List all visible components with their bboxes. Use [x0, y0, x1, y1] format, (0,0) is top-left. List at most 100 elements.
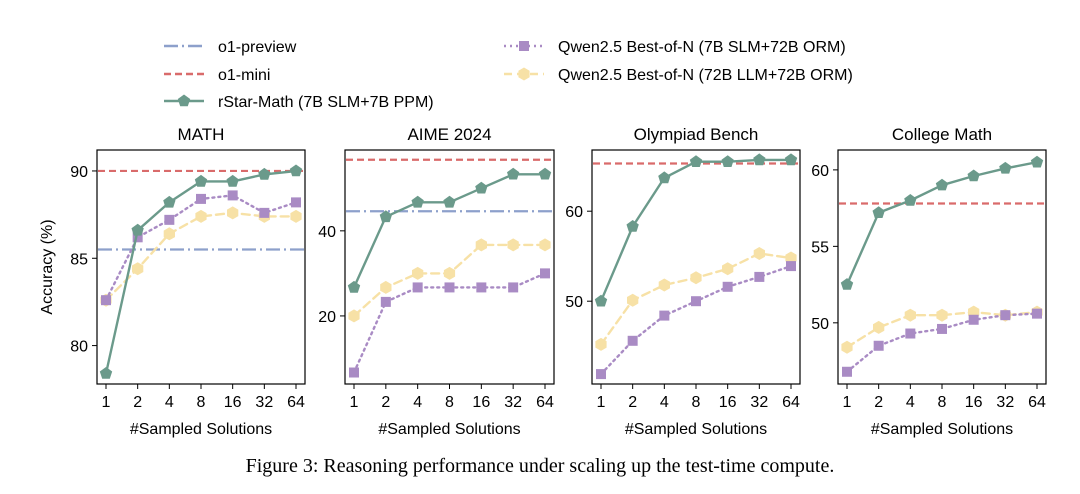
legend-label-o1m: o1-mini: [218, 67, 270, 84]
plot-frame: [837, 149, 1047, 385]
x-tick-label: 16: [719, 394, 737, 411]
data-point-q7: [259, 207, 270, 218]
data-point-q72: [936, 308, 948, 322]
data-point-q7: [659, 310, 670, 321]
y-tick-label: 60: [565, 204, 583, 221]
data-point-q72: [132, 262, 144, 276]
data-point-rstar: [347, 280, 361, 293]
legend-label-q7: Qwen2.5 Best-of-N (7B SLM+72B ORM): [558, 39, 846, 56]
x-tick-label: 8: [692, 394, 701, 411]
data-point-rstar: [99, 367, 113, 379]
data-point-q7: [1000, 310, 1011, 321]
data-point-q7: [754, 271, 765, 282]
data-point-rstar: [194, 174, 208, 187]
data-point-q7: [380, 296, 391, 307]
data-point-rstar: [226, 174, 239, 187]
data-point-q72: [873, 320, 885, 334]
plot-frame: [96, 149, 306, 385]
data-point-q7: [349, 367, 359, 378]
x-axis-label: #Sampled Solutions: [625, 421, 767, 438]
x-tick-label: 64: [782, 394, 800, 411]
x-tick-label: 1: [102, 394, 111, 411]
data-point-rstar: [935, 178, 949, 191]
data-point-rstar: [507, 167, 520, 180]
y-axis-label: Accuracy (%): [39, 219, 56, 314]
data-point-q7: [722, 281, 733, 292]
x-tick-label: 4: [906, 394, 915, 411]
data-point-rstar: [475, 181, 488, 194]
panel-1: AIME 2024 1 2 4 8 16 32 64 20 40 #Sampled Solution…: [318, 125, 555, 438]
data-point-q7: [842, 366, 852, 377]
data-point-q72: [627, 293, 639, 307]
legend-entry-rstar: rStar-Math (7B SLM+7B PPM): [164, 94, 434, 111]
data-point-rstar: [163, 195, 176, 208]
y-tick-label: 50: [565, 294, 583, 311]
data-point-rstar: [411, 195, 424, 208]
panel-2: Olympiad Bench 1 2 4 8 16 32 64 50 60 #Sampled Sol…: [565, 125, 801, 438]
x-axis-label: #Sampled Solutions: [130, 421, 272, 438]
figure-caption: Figure 3: Reasoning performance under sc…: [246, 455, 835, 477]
panel-title: Olympiad Bench: [634, 125, 759, 144]
y-tick-label: 55: [811, 239, 829, 256]
legend-marker-q7: [519, 41, 529, 51]
data-point-q72: [348, 309, 360, 323]
y-tick-label: 20: [318, 309, 336, 326]
x-tick-label: 4: [660, 394, 669, 411]
panel-0: MATH 1 2 4 8 16 32 64 80 85 90 #Sampled Solutions Ac…: [39, 125, 306, 438]
x-tick-label: 2: [628, 394, 637, 411]
data-point-rstar: [258, 167, 271, 180]
data-point-q7: [412, 282, 423, 293]
data-point-q7: [786, 261, 796, 272]
data-point-q72: [539, 238, 551, 252]
data-point-q72: [290, 209, 302, 223]
data-point-rstar: [626, 220, 639, 232]
x-tick-label: 32: [504, 394, 522, 411]
data-point-rstar: [538, 167, 552, 180]
data-point-q7: [905, 328, 916, 339]
x-axis-label: #Sampled Solutions: [871, 421, 1013, 438]
data-point-q7: [444, 282, 455, 293]
y-tick-label: 60: [811, 163, 829, 180]
data-point-rstar: [131, 223, 144, 236]
data-point-q72: [380, 280, 392, 294]
data-point-rstar: [999, 161, 1012, 174]
data-point-rstar: [443, 195, 456, 208]
x-tick-label: 16: [224, 394, 242, 411]
data-point-rstar: [784, 153, 798, 166]
series-line-q72: [104, 211, 298, 302]
data-point-q7: [691, 296, 701, 307]
x-tick-label: 32: [996, 394, 1014, 411]
x-tick-label: 4: [413, 394, 422, 411]
legend-marker-rstar: [177, 94, 191, 107]
x-tick-label: 32: [750, 394, 768, 411]
data-point-q72: [753, 247, 765, 260]
data-point-rstar: [594, 294, 608, 307]
x-tick-label: 64: [536, 394, 554, 411]
x-tick-label: 64: [1028, 394, 1046, 411]
data-point-rstar: [658, 171, 671, 184]
panel-title: MATH: [178, 125, 225, 144]
plot-frame: [344, 149, 555, 385]
data-point-q72: [690, 271, 702, 285]
y-tick-label: 90: [70, 164, 88, 181]
data-point-rstar: [289, 164, 303, 177]
data-point-q7: [476, 282, 487, 293]
data-point-q7: [540, 268, 550, 279]
data-point-q72: [841, 340, 853, 354]
x-tick-label: 32: [255, 394, 273, 411]
data-point-q7: [227, 190, 238, 201]
legend-label-rstar: rStar-Math (7B SLM+7B PPM): [218, 94, 434, 111]
data-point-rstar: [379, 210, 392, 223]
legend-entry-q72: Qwen2.5 Best-of-N (72B LLM+72B ORM): [504, 67, 853, 84]
x-tick-label: 2: [133, 394, 142, 411]
legend-label-o1p: o1-preview: [218, 39, 297, 56]
y-tick-label: 40: [318, 224, 336, 241]
data-point-q72: [475, 238, 487, 252]
x-tick-label: 1: [843, 394, 852, 411]
data-point-q7: [196, 193, 206, 204]
data-point-rstar: [904, 194, 917, 206]
panel-title: AIME 2024: [407, 125, 491, 144]
data-point-q72: [163, 227, 175, 241]
y-tick-label: 80: [70, 339, 88, 356]
